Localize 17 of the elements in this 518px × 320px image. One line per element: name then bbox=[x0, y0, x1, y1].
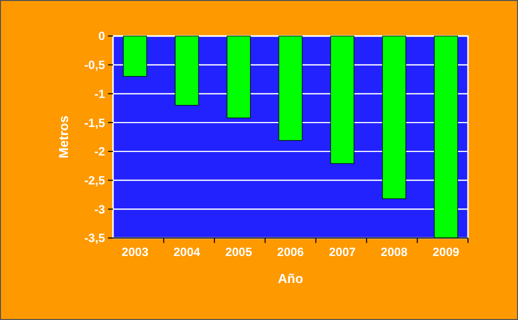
y-tick-label: -2 bbox=[94, 144, 106, 159]
y-tick-label: -3 bbox=[94, 202, 106, 216]
y-tick-label: -2,5 bbox=[84, 173, 106, 188]
x-tick-label: 2008 bbox=[380, 245, 408, 259]
x-tick-label: 2005 bbox=[225, 245, 252, 259]
x-tick-label: 2004 bbox=[174, 245, 201, 259]
y-tick-label: -1,5 bbox=[84, 116, 106, 130]
y-tick-label: -1 bbox=[94, 86, 106, 101]
x-tick-label: 2006 bbox=[277, 245, 304, 259]
x-tick-label: 2009 bbox=[432, 245, 460, 259]
y-axis-title: Metros bbox=[56, 116, 71, 158]
x-tick-label: 2007 bbox=[328, 245, 356, 259]
x-axis-title: Año bbox=[278, 271, 304, 286]
y-tick-label: -3,5 bbox=[84, 231, 106, 246]
y-tick-label: -0,5 bbox=[84, 58, 106, 72]
y-tick-label: 0 bbox=[98, 29, 106, 44]
x-tick-label: 2003 bbox=[122, 245, 149, 259]
